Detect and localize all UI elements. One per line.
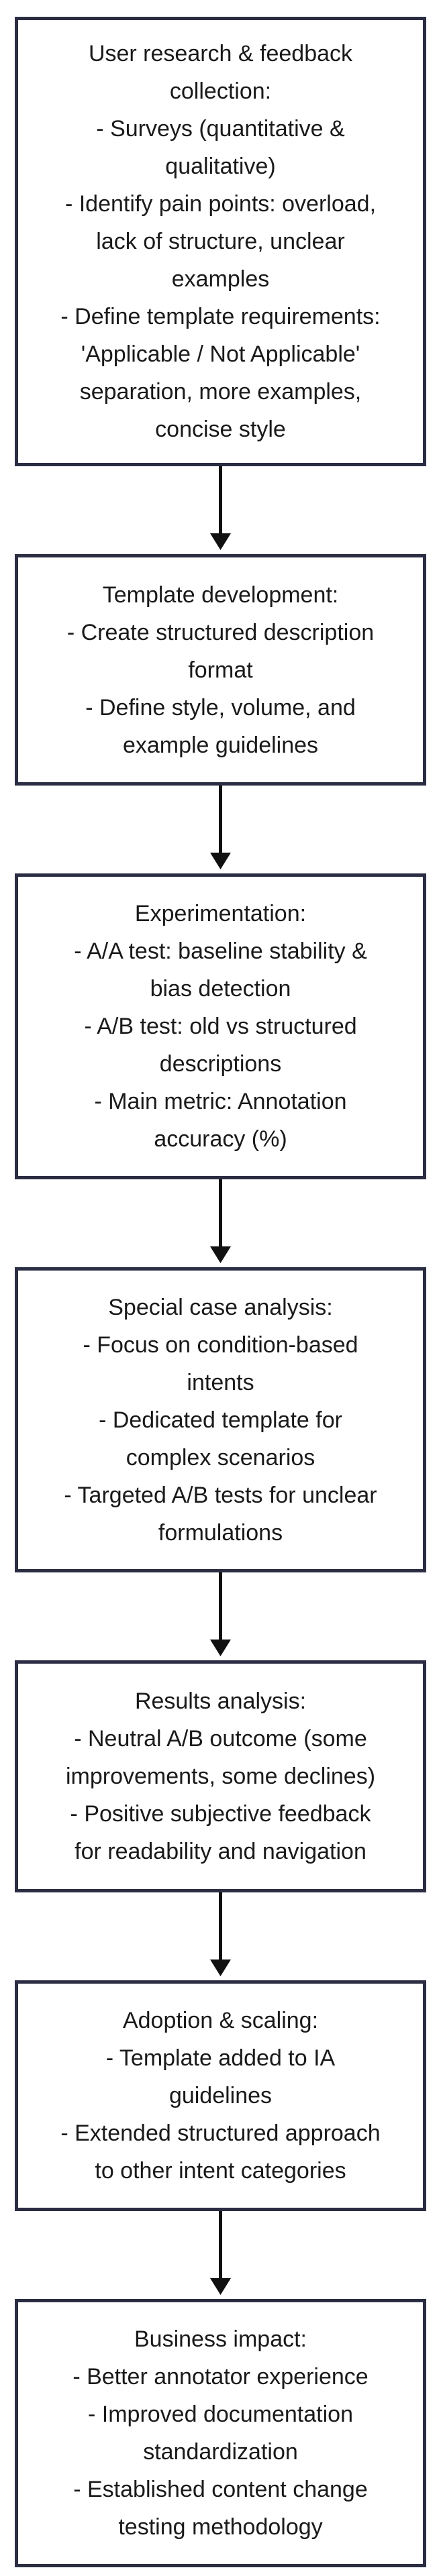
arrowhead bbox=[210, 1246, 231, 1263]
step-text-line: - Define template requirements: bbox=[60, 304, 381, 329]
arrowhead bbox=[210, 533, 231, 550]
step-text-line: complex scenarios bbox=[126, 1444, 315, 1470]
arrowhead bbox=[210, 853, 231, 869]
step-text-line: Results analysis: bbox=[134, 1688, 307, 1714]
step-adoption-scaling: Adoption & scaling: - Template added to … bbox=[15, 1980, 426, 2211]
step-text-line: formulations bbox=[158, 1519, 283, 1546]
arrowhead bbox=[210, 2278, 231, 2295]
step-experimentation: Experimentation: - A/A test: baseline st… bbox=[15, 873, 426, 1179]
step-text-line: Special case analysis: bbox=[108, 1294, 333, 1320]
step-text-line: - Focus on condition-based bbox=[83, 1332, 358, 1358]
step-text-line: intents bbox=[187, 1369, 254, 1395]
step-text-line: guidelines bbox=[168, 2083, 273, 2108]
step-text-line: examples bbox=[171, 266, 270, 292]
step-user-research: User research & feedback collection: - S… bbox=[15, 17, 426, 466]
step-text-line: descriptions bbox=[159, 1051, 282, 1077]
step-text-line: - Targeted A/B tests for unclear bbox=[64, 1482, 377, 1508]
step-text-line: - Better annotator experience bbox=[72, 2364, 369, 2390]
step-text-line: Experimentation: bbox=[134, 901, 307, 926]
step-text-line: - Define style, volume, and bbox=[85, 694, 356, 720]
step-text-line: - Identify pain points: overload, bbox=[64, 191, 377, 217]
step-text-line: Adoption & scaling: bbox=[122, 2008, 319, 2033]
step-text-line: - Template added to IA bbox=[105, 2045, 336, 2071]
step-text-line: for readability and navigation bbox=[75, 1839, 366, 1864]
step-text-line: - Extended structured approach bbox=[60, 2121, 381, 2146]
arrowhead bbox=[210, 1640, 231, 1656]
step-text-line: - Create structured description bbox=[66, 619, 375, 645]
step-text-line: User research & feedback bbox=[88, 41, 353, 66]
step-text-line: testing methodology bbox=[118, 2514, 323, 2540]
step-text-line: lack of structure, unclear bbox=[96, 229, 345, 254]
arrowhead bbox=[210, 1960, 231, 1976]
step-text-line: Template development: bbox=[102, 582, 339, 608]
step-text-line: 'Applicable / Not Applicable' bbox=[81, 341, 360, 367]
step-text-line: bias detection bbox=[150, 976, 291, 1002]
step-text-line: - Dedicated template for bbox=[99, 1407, 342, 1433]
step-text-line: example guidelines bbox=[122, 732, 319, 758]
step-text-line: separation, more examples, bbox=[79, 379, 362, 405]
step-text-line: Business impact: bbox=[134, 2326, 307, 2352]
step-text-line: standardization bbox=[143, 2439, 298, 2465]
step-text-line: - Positive subjective feedback bbox=[70, 1801, 371, 1827]
step-business-impact: Business impact: - Better annotator expe… bbox=[15, 2299, 426, 2567]
step-text-line: qualitative) bbox=[165, 154, 276, 179]
step-text-line: concise style bbox=[155, 417, 286, 442]
step-text-line: - A/A test: baseline stability & bbox=[74, 938, 367, 964]
step-text-line: - Established content change bbox=[73, 2477, 368, 2502]
step-text-line: accuracy (%) bbox=[154, 1126, 287, 1152]
step-text-line: - Main metric: Annotation bbox=[94, 1089, 347, 1114]
step-special-case-analysis: Special case analysis: - Focus on condit… bbox=[15, 1267, 426, 1572]
step-text-line: - Neutral A/B outcome (some bbox=[74, 1726, 367, 1752]
step-text-line: to other intent categories bbox=[95, 2158, 346, 2184]
step-text-line: - A/B test: old vs structured bbox=[84, 1014, 357, 1039]
step-text-line: format bbox=[188, 657, 253, 683]
step-template-development: Template development: - Create structure… bbox=[15, 554, 426, 786]
step-results-analysis: Results analysis: - Neutral A/B outcome … bbox=[15, 1660, 426, 1892]
step-text-line: collection: bbox=[169, 78, 272, 104]
step-text-line: - Surveys (quantitative & bbox=[96, 116, 345, 142]
step-text-line: - Improved documentation bbox=[88, 2402, 353, 2427]
step-text-line: improvements, some declines) bbox=[65, 1764, 376, 1789]
